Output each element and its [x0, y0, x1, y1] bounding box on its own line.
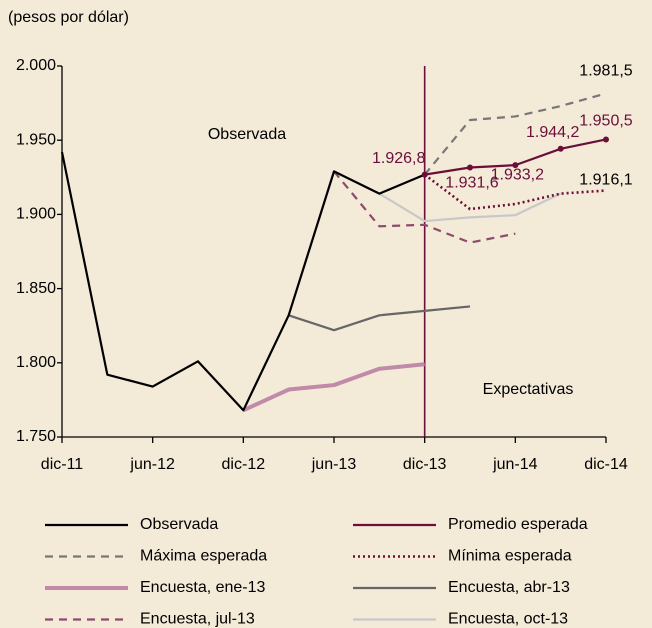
legend-label: Encuesta, oct-13	[448, 611, 568, 628]
value-label: 1.981,5	[579, 63, 632, 80]
x-tick-label: jun-12	[129, 456, 175, 473]
x-tick-label: jun-13	[311, 456, 357, 473]
value-label: 1.933,2	[491, 166, 544, 183]
y-tick-label: 1.950	[16, 131, 56, 148]
y-tick-label: 1.750	[16, 428, 56, 445]
value-label: 1.950,5	[579, 113, 632, 130]
point	[557, 145, 564, 152]
x-tick-label: dic-13	[403, 456, 447, 473]
legend-label: Máxima esperada	[140, 548, 267, 565]
y-tick-label: 1.800	[16, 354, 56, 371]
value-label: 1.916,1	[579, 172, 632, 189]
series-line	[423, 92, 607, 176]
value-label: 1.944,2	[526, 124, 579, 141]
x-tick-label: dic-12	[222, 456, 266, 473]
value-label: 1.931,6	[445, 175, 498, 192]
y-tick-label: 1.900	[16, 206, 56, 223]
annotation: Expectativas	[483, 381, 574, 398]
y-tick-label: 2.000	[16, 57, 56, 74]
series-line	[288, 305, 471, 332]
legend-label: Encuesta, abr-13	[448, 579, 570, 596]
series-line	[333, 170, 516, 244]
point	[421, 171, 428, 178]
point	[603, 136, 609, 143]
point	[467, 164, 473, 171]
series-line	[242, 362, 425, 413]
point	[512, 162, 519, 169]
x-tick-label: jun-14	[492, 456, 538, 473]
y-tick-label: 1.850	[16, 280, 56, 297]
legend-label: Encuesta, jul-13	[140, 611, 255, 628]
x-tick-label: dic-11	[41, 456, 83, 473]
legend-label: Encuesta, ene-13	[140, 579, 266, 596]
legend-label: Observada	[140, 516, 218, 533]
x-tick-label: dic-14	[584, 456, 628, 473]
series-line	[60, 151, 426, 412]
series-line	[378, 192, 562, 223]
y-axis-label: (pesos por dólar)	[8, 9, 129, 26]
annotation: Observada	[208, 126, 286, 143]
value-label: 1.926,8	[372, 150, 425, 167]
legend-label: Promedio esperada	[448, 516, 588, 533]
legend-label: Mínima esperada	[448, 548, 572, 565]
